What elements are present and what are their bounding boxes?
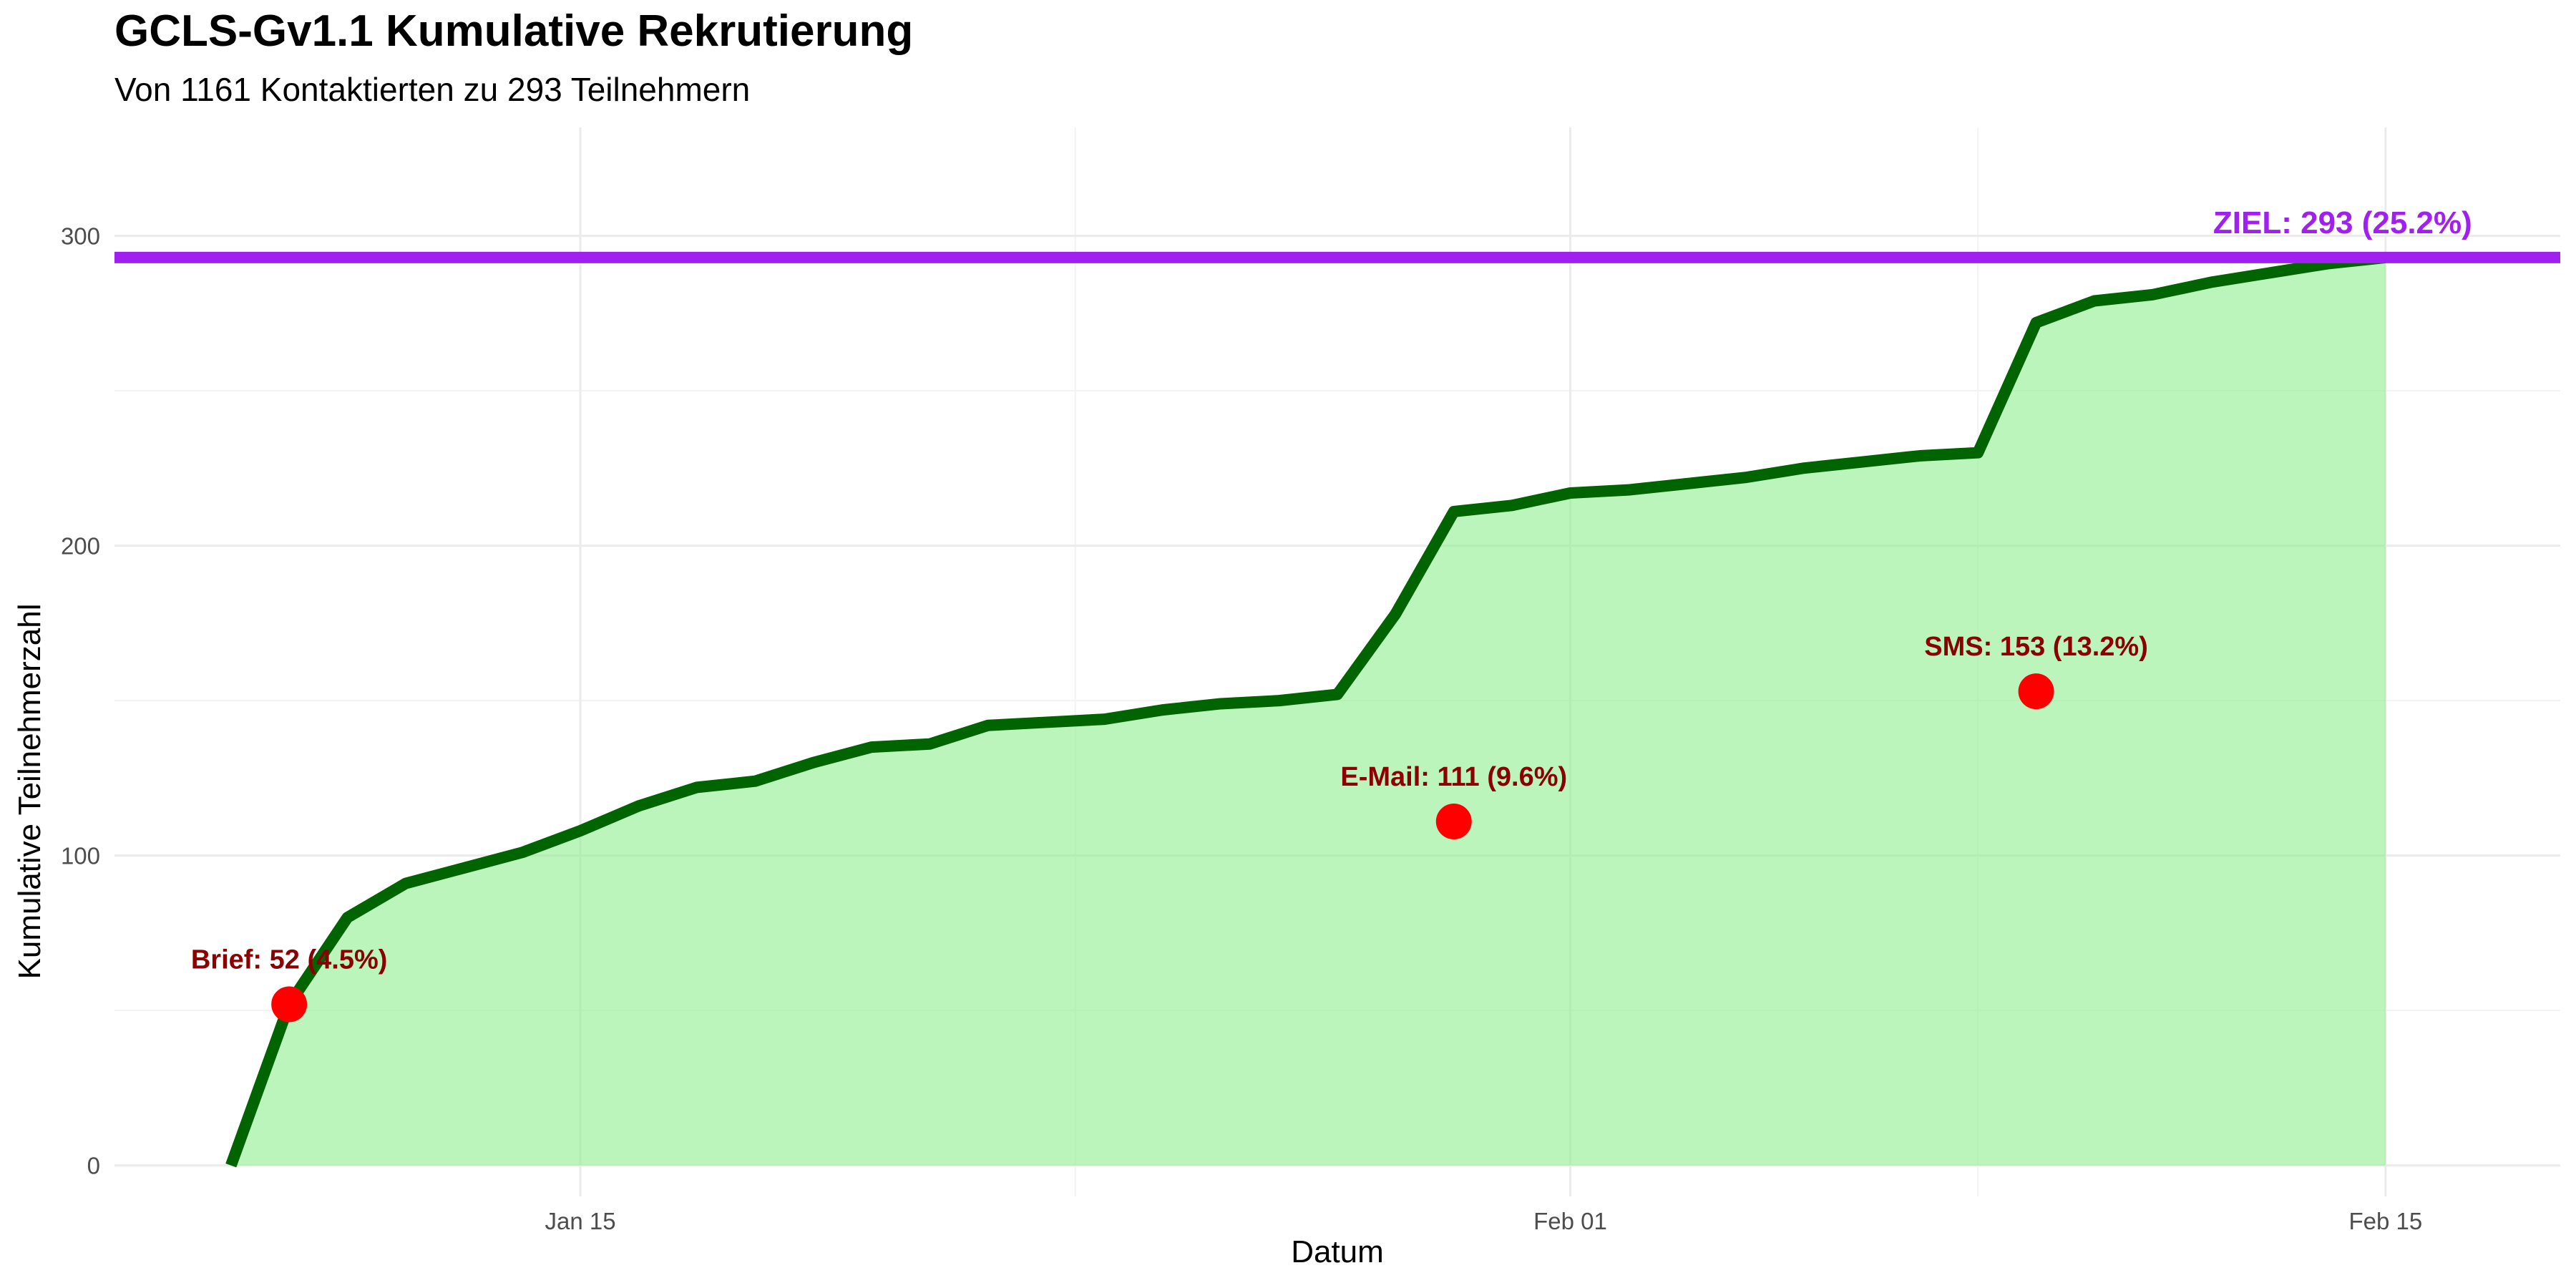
milestone-label: SMS: 153 (13.2%) bbox=[1924, 632, 2148, 662]
chart-title: GCLS-Gv1.1 Kumulative Rekrutierung bbox=[114, 6, 914, 56]
milestone-point bbox=[271, 986, 308, 1023]
y-tick-label: 100 bbox=[61, 843, 100, 869]
line-layer bbox=[225, 251, 2386, 1168]
y-tick-label: 200 bbox=[61, 533, 100, 560]
chart-subtitle: Von 1161 Kontaktierten zu 293 Teilnehmer… bbox=[114, 71, 751, 108]
milestone-point bbox=[1435, 804, 1472, 840]
y-axis-title: Kumulative Teilnehmerzahl bbox=[12, 603, 47, 979]
x-tick-label: Feb 15 bbox=[2348, 1208, 2422, 1234]
x-axis-title: Datum bbox=[1291, 1234, 1384, 1269]
area-layer bbox=[230, 257, 2386, 1166]
milestone-label: E-Mail: 111 (9.6%) bbox=[1340, 762, 1567, 792]
x-axis-ticks: Jan 15 Feb 01 Feb 15 bbox=[545, 1208, 2423, 1234]
target-layer: ZIEL: 293 (25.2%) bbox=[114, 205, 2560, 263]
y-tick-label: 300 bbox=[61, 223, 100, 250]
milestone-points: Brief: 52 (4.5%) E-Mail: 111 (9.6%) SMS: 1… bbox=[191, 632, 2148, 1023]
y-axis-ticks: 0 100 200 300 bbox=[61, 223, 100, 1179]
x-tick-label: Feb 01 bbox=[1533, 1208, 1607, 1234]
cumulative-area bbox=[230, 257, 2386, 1166]
x-tick-label: Jan 15 bbox=[545, 1208, 616, 1234]
y-tick-label: 0 bbox=[87, 1153, 100, 1179]
milestone-point bbox=[2018, 673, 2054, 710]
target-label: ZIEL: 293 (25.2%) bbox=[2213, 205, 2472, 240]
milestone-label: Brief: 52 (4.5%) bbox=[191, 945, 388, 975]
cumulative-line bbox=[225, 251, 2386, 1168]
